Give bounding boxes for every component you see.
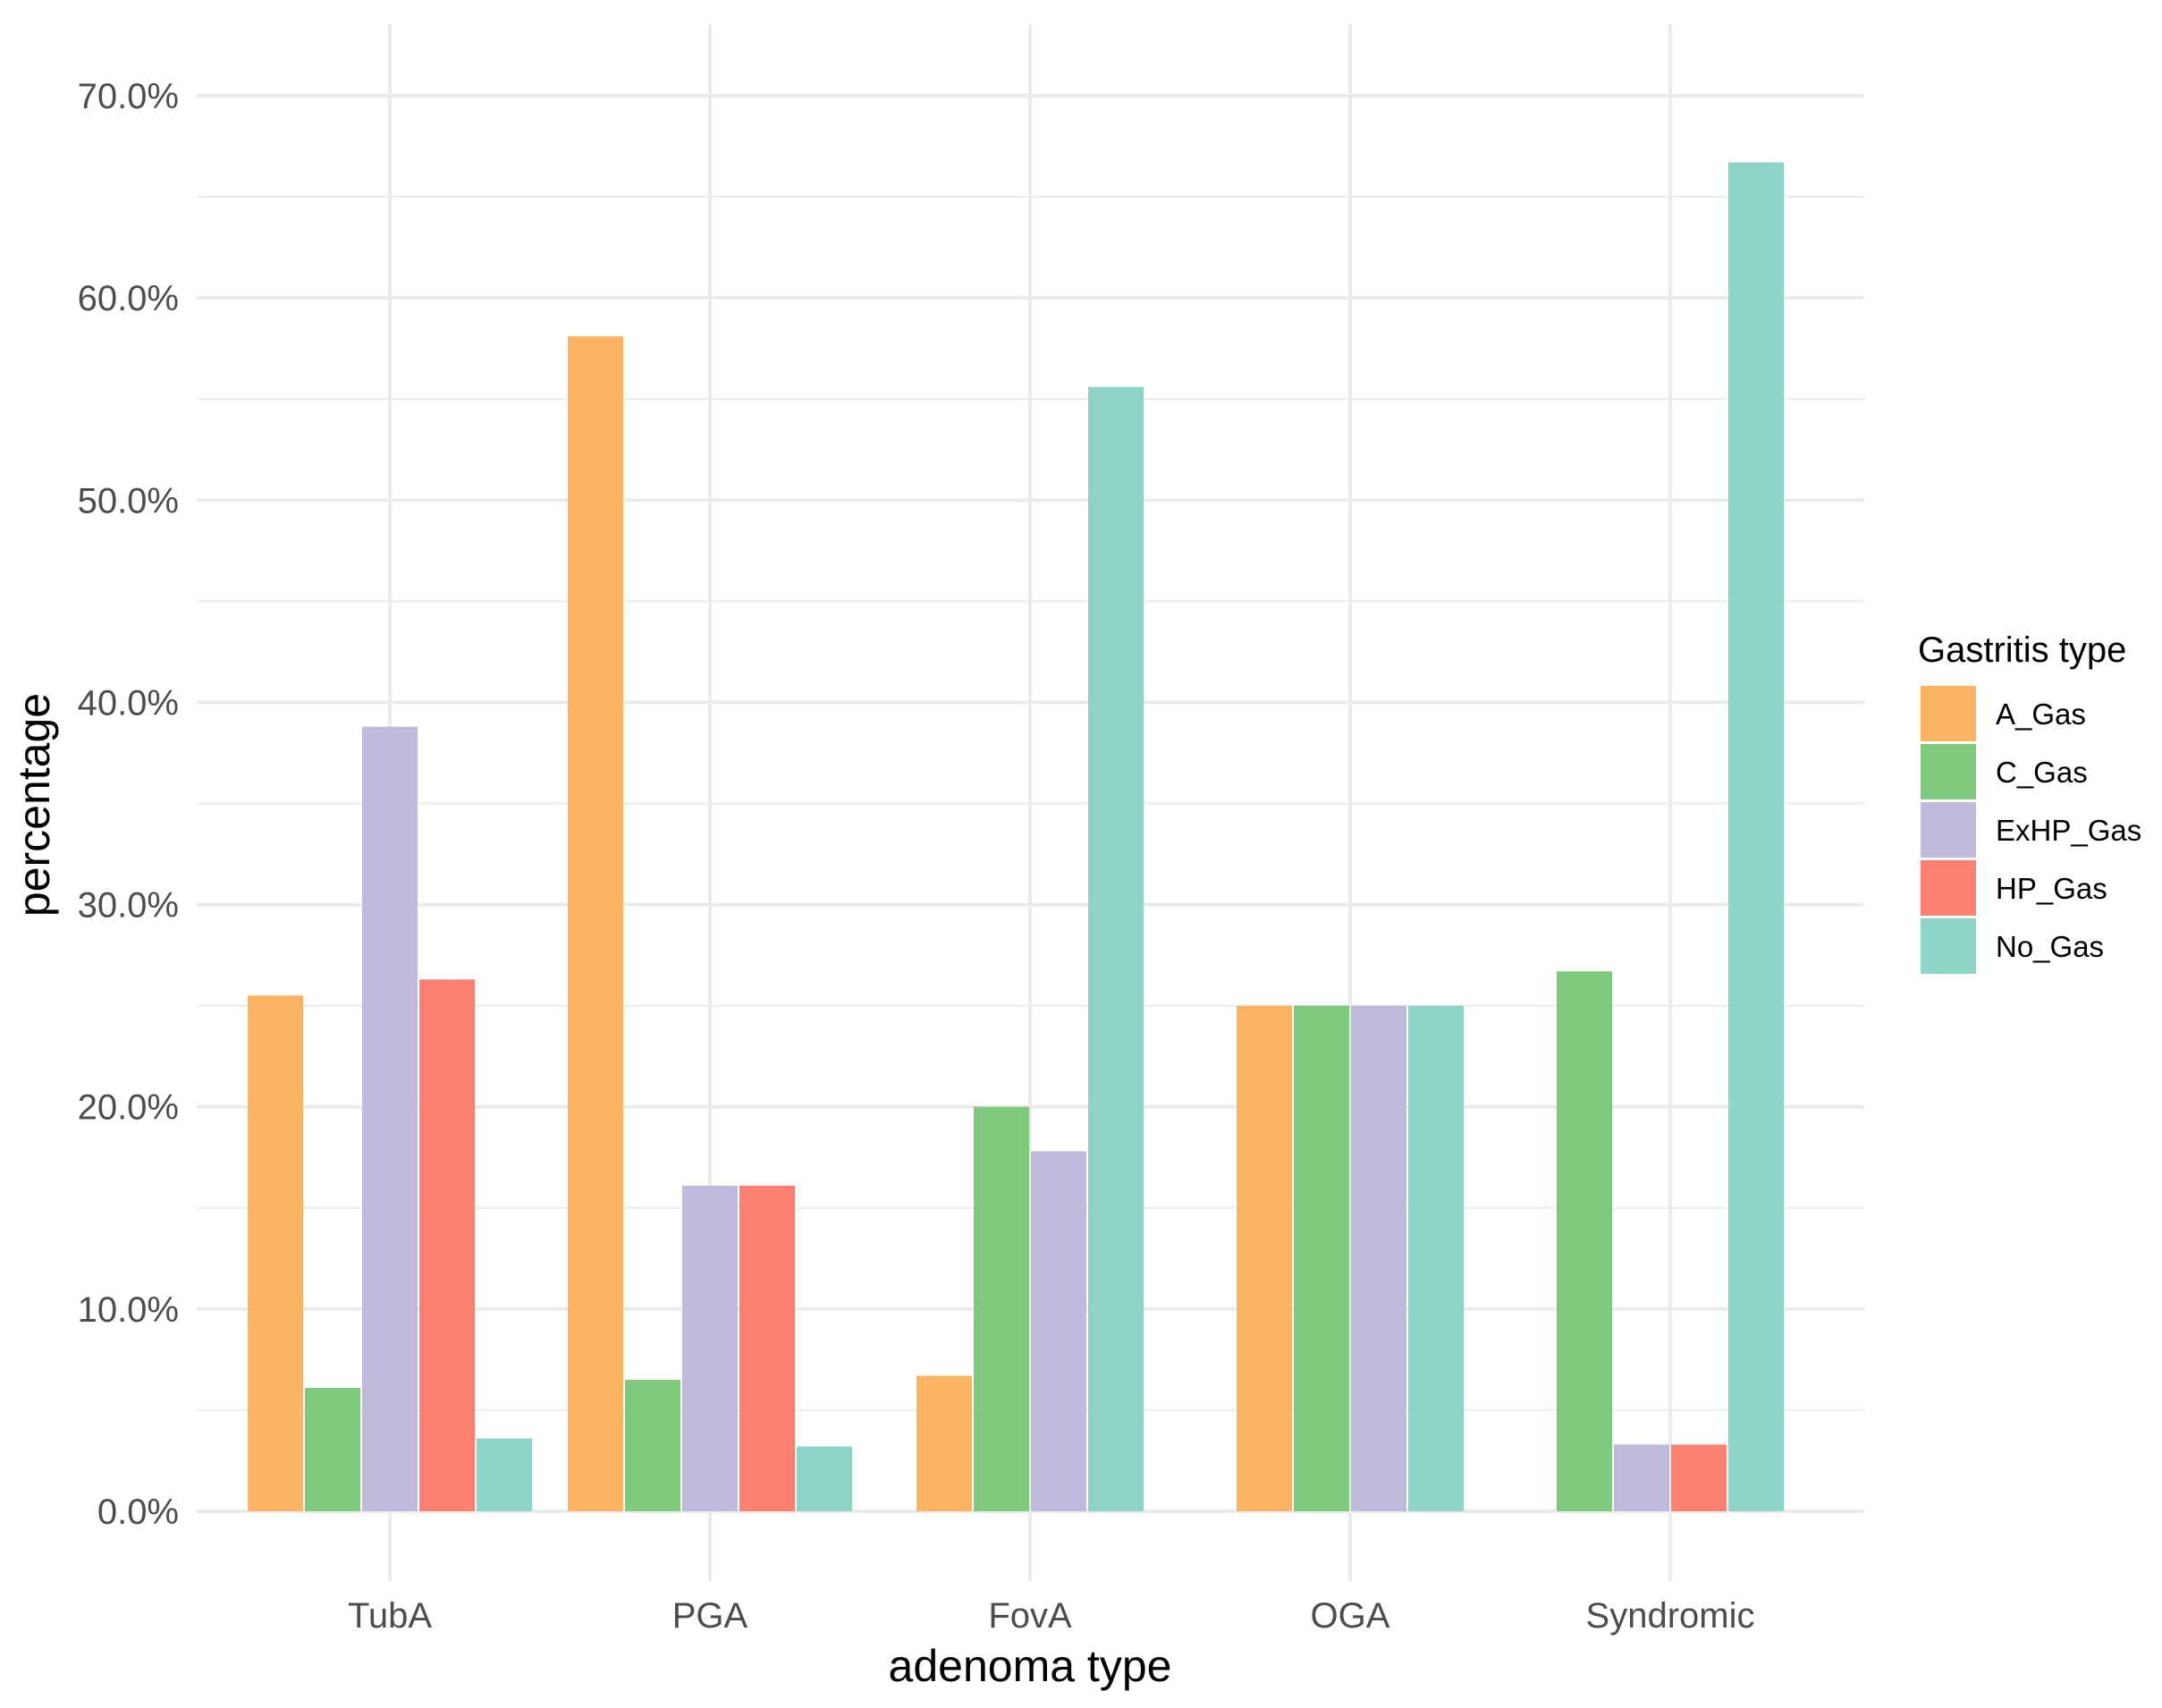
bar-pga-exhp-gas (682, 1185, 738, 1511)
y-tick-label: 10.0% (78, 1290, 179, 1330)
bar-tuba-a-gas (248, 995, 303, 1511)
bar-pga-no-gas (797, 1446, 852, 1511)
legend-swatch-hp-gas (1921, 860, 1976, 916)
bar-tuba-c-gas (305, 1388, 360, 1511)
bar-tuba-hp-gas (419, 979, 475, 1511)
y-tick-labels: 0.0% 10.0% 20.0% 30.0% 40.0% 50.0% 60.0% 70.0% (78, 77, 179, 1532)
bar-fova-c-gas (974, 1106, 1029, 1511)
bar-syndromic-no-gas (1728, 162, 1784, 1511)
bar-syndromic-exhp-gas (1614, 1444, 1669, 1511)
x-tick-labels: TubA PGA FovA OGA Syndromic (348, 1596, 1755, 1636)
bar-oga-no-gas (1408, 1005, 1464, 1511)
legend-swatch-exhp-gas (1921, 802, 1976, 858)
legend-label: No_Gas (1996, 930, 2104, 963)
bar-fova-a-gas (916, 1375, 972, 1511)
y-tick-label: 50.0% (78, 481, 179, 520)
legend-swatch-a-gas (1921, 686, 1976, 741)
legend-label: HP_Gas (1996, 872, 2107, 905)
y-tick-label: 20.0% (78, 1088, 179, 1128)
y-tick-label: 40.0% (78, 683, 179, 723)
x-tick-label: Syndromic (1586, 1596, 1755, 1636)
bar-oga-c-gas (1294, 1005, 1349, 1511)
bar-syndromic-hp-gas (1671, 1444, 1727, 1511)
y-tick-label: 70.0% (78, 77, 179, 116)
y-axis-title: percentage (9, 693, 59, 917)
bars (248, 162, 1784, 1511)
bar-pga-hp-gas (739, 1185, 795, 1511)
legend: Gastritis type A_Gas C_Gas ExHP_Gas HP_Gas N… (1918, 630, 2141, 974)
bar-oga-exhp-gas (1351, 1005, 1406, 1511)
legend-title: Gastritis type (1918, 630, 2126, 670)
bar-fova-exhp-gas (1031, 1151, 1086, 1511)
x-tick-label: PGA (672, 1596, 748, 1636)
x-tick-label: FovA (988, 1596, 1072, 1636)
x-tick-label: TubA (348, 1596, 432, 1636)
legend-label: A_Gas (1996, 698, 2086, 731)
bar-oga-a-gas (1237, 1005, 1292, 1511)
x-tick-label: OGA (1311, 1596, 1390, 1636)
x-axis-title: adenoma type (889, 1641, 1172, 1691)
legend-label: C_Gas (1996, 756, 2088, 789)
bar-syndromic-c-gas (1557, 971, 1612, 1511)
bar-tuba-no-gas (477, 1438, 532, 1511)
y-tick-label: 60.0% (78, 279, 179, 318)
y-tick-label: 30.0% (78, 886, 179, 926)
bar-tuba-exhp-gas (362, 726, 418, 1511)
legend-swatch-no-gas (1921, 918, 1976, 974)
legend-swatch-c-gas (1921, 744, 1976, 799)
legend-label: ExHP_Gas (1996, 814, 2141, 847)
y-tick-label: 0.0% (97, 1492, 179, 1532)
bar-pga-c-gas (625, 1380, 680, 1511)
bar-fova-no-gas (1088, 386, 1144, 1511)
bar-pga-a-gas (568, 336, 623, 1511)
